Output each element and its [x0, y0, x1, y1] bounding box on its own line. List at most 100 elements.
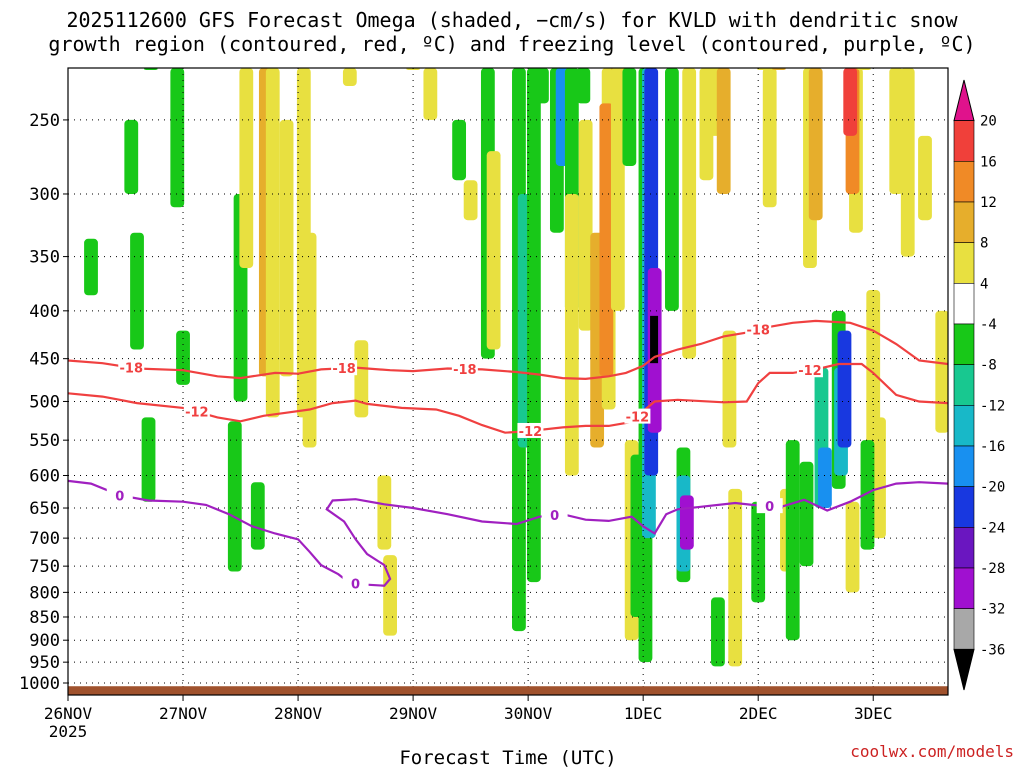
- colorbar-label: -28: [980, 561, 1005, 577]
- omega-cell: [843, 68, 858, 136]
- colorbar-label: -4: [980, 317, 997, 333]
- colorbar-bin: [953, 405, 975, 447]
- omega-cell: [227, 421, 242, 572]
- omega-cell: [751, 501, 766, 603]
- y-tick-label: 400: [29, 302, 60, 322]
- contour-label-bg: [106, 487, 133, 503]
- omega-cell: [785, 440, 800, 641]
- omega-cell: [799, 461, 814, 567]
- y-tick-label: 650: [29, 499, 60, 519]
- contour-label: -12: [519, 425, 543, 440]
- contour-label: -18: [453, 363, 477, 378]
- omega-cell: [872, 417, 886, 539]
- omega-cell: [918, 135, 932, 221]
- contour--12: -12 -12 -12 -12: [68, 362, 948, 440]
- contour-label-bg: [796, 362, 823, 378]
- colorbar-label: -12: [980, 398, 1005, 414]
- x-tick-year: 2025: [49, 722, 88, 741]
- y-tick-label: 700: [29, 529, 60, 549]
- colorbar: 20 16 12 8 4 -4 -8 -12 -16 -20 -24 -28 -32 -36: [953, 79, 1005, 691]
- contour-label-bg: [331, 360, 358, 376]
- y-tick-label: 800: [29, 583, 60, 603]
- x-tick-label: 1DEC: [624, 704, 663, 723]
- contour-label-bg: [183, 403, 210, 419]
- omega-cell: [383, 555, 397, 636]
- x-tick-label: 3DEC: [854, 704, 893, 723]
- contour--18: -18 -18 -18 -18: [68, 319, 948, 381]
- contour-label: 0: [351, 578, 360, 593]
- omega-cell: [599, 103, 614, 377]
- colorbar-bin: [953, 567, 975, 609]
- colorbar-label: 8: [980, 236, 988, 252]
- x-tick-label: 28NOV: [274, 704, 323, 723]
- y-tick-label: 500: [29, 392, 60, 412]
- omega-cell: [279, 119, 294, 377]
- colorbar-bin: [953, 120, 975, 162]
- credit-text: coolwx.com/models: [850, 742, 1014, 761]
- y-tick-label: 350: [29, 248, 60, 268]
- omega-cell: [650, 315, 659, 364]
- title-line-2: growth region (contoured, red, ºC) and f…: [48, 32, 976, 56]
- colorbar-bin: [953, 445, 975, 487]
- contour-label-bg: [118, 359, 145, 375]
- omega-cell: [860, 440, 875, 550]
- omega-cell: [170, 68, 185, 208]
- colorbar-label: 4: [980, 276, 988, 292]
- colorbar-bin: [953, 201, 975, 243]
- contour-label-bg: [541, 507, 568, 523]
- colorbar-arrow-bottom: [953, 648, 975, 691]
- y-tick-label: 450: [29, 350, 60, 370]
- omega-cell: [682, 68, 697, 359]
- contour-label-bg: [342, 575, 369, 591]
- omega-cell: [452, 119, 467, 181]
- omega-cell: [564, 193, 579, 476]
- title-line-1: 2025112600 GFS Forecast Omega (shaded, −…: [66, 8, 958, 32]
- x-tick-label: 30NOV: [504, 704, 553, 723]
- y-tick-label: 250: [29, 111, 60, 131]
- contour-label: -12: [185, 406, 209, 421]
- colorbar-bin: [953, 323, 975, 365]
- omega-cell: [837, 330, 852, 448]
- omega-cell: [239, 68, 254, 269]
- x-tick-label: 27NOV: [159, 704, 208, 723]
- omega-cell: [250, 482, 265, 550]
- ground-surface: [68, 686, 948, 695]
- contour-label: 0: [115, 489, 124, 504]
- omega-cell: [486, 151, 501, 350]
- omega-cell: [711, 597, 725, 667]
- contour-label-bg: [624, 408, 651, 424]
- contour-label: -18: [120, 362, 144, 377]
- omega-cell: [302, 232, 317, 448]
- omega-cell: [665, 68, 679, 311]
- contour-label: 0: [765, 500, 774, 515]
- omega-cell: [535, 68, 549, 104]
- omega-cell: [808, 68, 823, 221]
- colorbar-label: -24: [980, 520, 1005, 536]
- omega-cell: [124, 119, 139, 194]
- colorbar-label: 12: [980, 195, 997, 211]
- x-axis-label: Forecast Time (UTC): [399, 747, 616, 768]
- omega-cell: [728, 488, 743, 667]
- omega-cell: [716, 68, 731, 194]
- omega-cell: [722, 330, 737, 448]
- omega-cell: [622, 68, 637, 166]
- colorbar-label: -36: [980, 642, 1005, 658]
- contour-label-bg: [756, 498, 783, 514]
- omega-cell: [526, 68, 541, 583]
- y-tick-label: 950: [29, 653, 60, 673]
- omega-cell: [141, 417, 156, 502]
- y-tick-label: 900: [29, 631, 60, 651]
- colorbar-label: -20: [980, 480, 1005, 496]
- omega-cell: [889, 68, 904, 194]
- contour-label-bg: [451, 360, 478, 376]
- omega-cell: [935, 310, 948, 433]
- colorbar-label: -8: [980, 358, 997, 374]
- contour-label: -12: [626, 411, 650, 426]
- contour-label: -18: [746, 324, 770, 339]
- omega-cell: [377, 475, 392, 550]
- omega-cell: [265, 68, 280, 418]
- omega-cell: [354, 340, 369, 418]
- colorbar-label: 16: [980, 154, 997, 170]
- plot-background: [68, 68, 948, 695]
